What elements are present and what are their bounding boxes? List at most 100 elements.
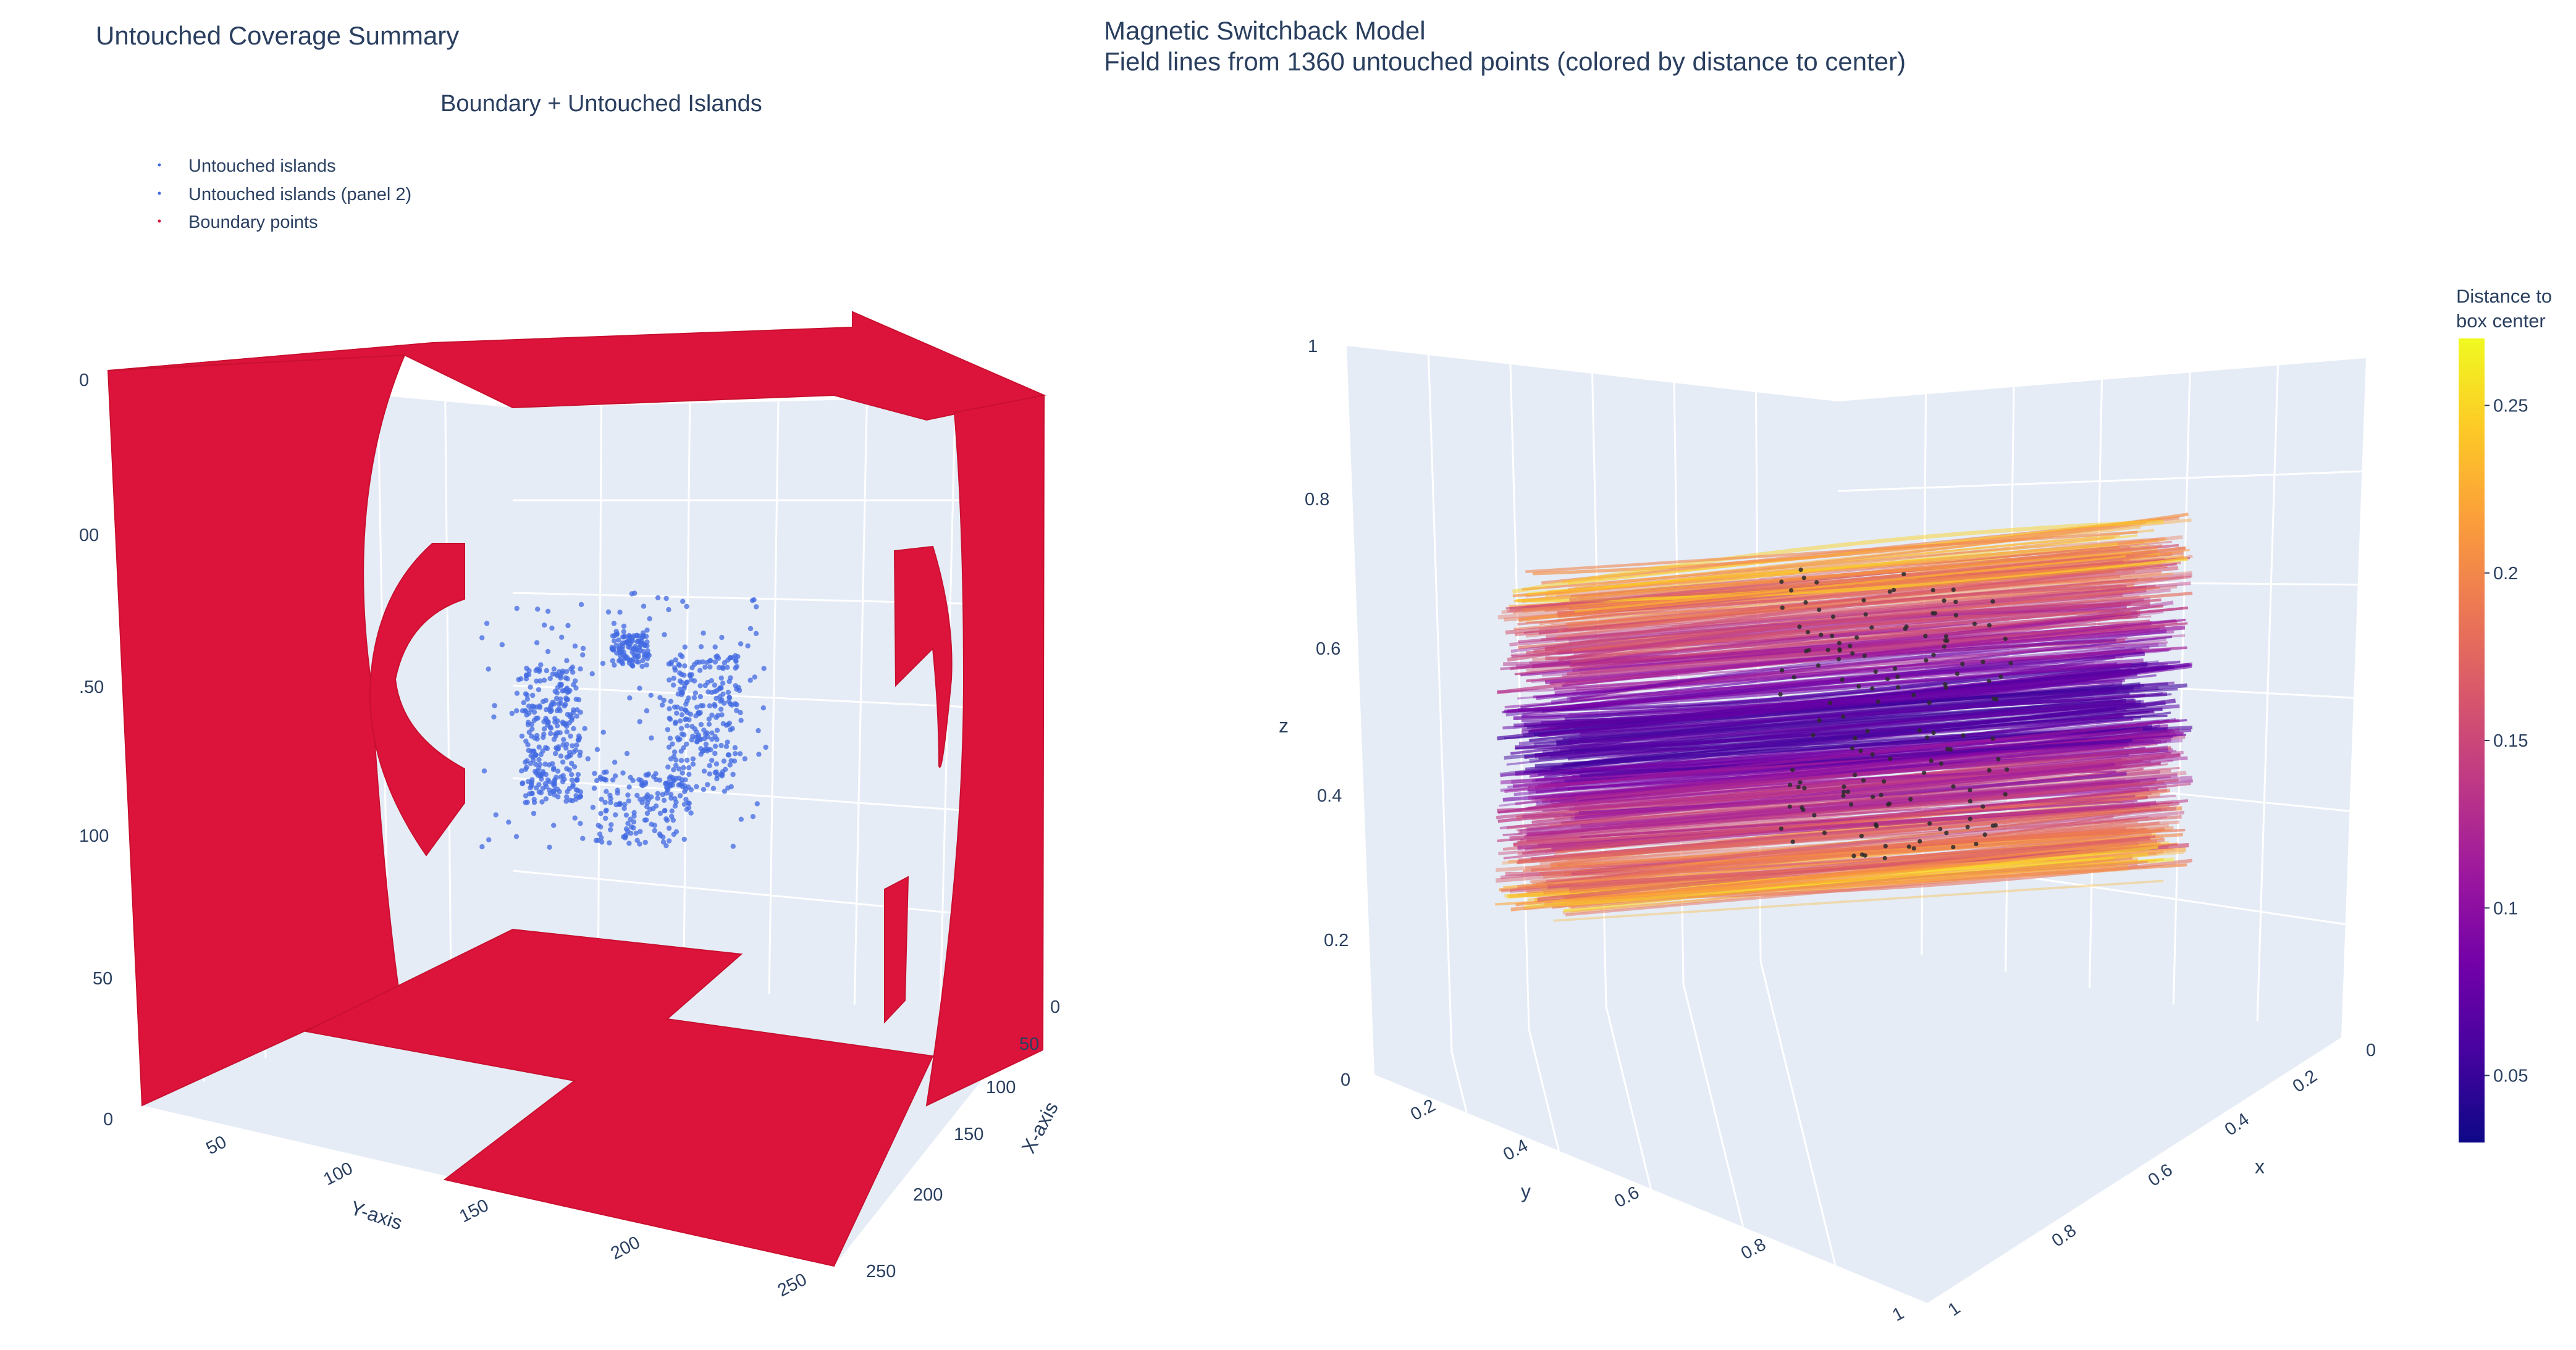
legend-label-untouched-panel2[interactable]: Untouched islands (panel 2) bbox=[188, 185, 411, 204]
field-line bbox=[1510, 841, 2121, 912]
left-y-tick: 200 bbox=[608, 1233, 644, 1264]
untouched-point-marker bbox=[1871, 794, 1875, 799]
untouched-points-markers[interactable] bbox=[1778, 568, 2013, 861]
legend-label-untouched[interactable]: Untouched islands bbox=[188, 156, 336, 176]
untouched-point bbox=[734, 708, 739, 713]
boundary-face-back bbox=[107, 354, 406, 1107]
untouched-point bbox=[541, 726, 547, 732]
untouched-point bbox=[638, 829, 643, 834]
field-line bbox=[1536, 629, 2167, 700]
untouched-point bbox=[564, 658, 570, 663]
right-x-tick: 0 bbox=[2366, 1041, 2376, 1060]
untouched-point bbox=[716, 665, 722, 671]
untouched-point bbox=[573, 685, 579, 691]
untouched-point-marker bbox=[1836, 656, 1842, 661]
untouched-point-marker bbox=[1901, 572, 1906, 577]
untouched-point bbox=[601, 769, 607, 776]
untouched-point bbox=[722, 700, 727, 706]
untouched-point bbox=[640, 658, 646, 664]
right-y-tick: 0.8 bbox=[1738, 1235, 1769, 1264]
untouched-point bbox=[570, 665, 576, 670]
untouched-point bbox=[703, 741, 709, 747]
untouched-point bbox=[612, 773, 618, 779]
untouched-point bbox=[560, 779, 566, 784]
untouched-point bbox=[572, 815, 578, 821]
untouched-point bbox=[648, 692, 654, 698]
untouched-point-marker bbox=[1801, 576, 1806, 581]
untouched-point bbox=[572, 678, 578, 684]
untouched-point bbox=[679, 731, 685, 737]
untouched-point-marker bbox=[1987, 623, 1992, 628]
untouched-point-marker bbox=[1830, 634, 1835, 639]
untouched-point bbox=[570, 715, 575, 721]
field-line bbox=[1516, 807, 2161, 865]
field-line bbox=[1552, 852, 2184, 904]
field-lines-series[interactable] bbox=[1495, 513, 2194, 922]
untouched-point bbox=[719, 634, 725, 640]
field-line bbox=[1548, 771, 2187, 829]
untouched-point bbox=[722, 660, 728, 666]
untouched-point-marker bbox=[1806, 648, 1811, 653]
untouched-point bbox=[692, 690, 699, 696]
untouched-point bbox=[545, 608, 551, 614]
left-x-tick: 50 bbox=[1019, 1034, 1039, 1054]
untouched-point bbox=[702, 736, 707, 742]
untouched-point bbox=[622, 802, 628, 807]
legend[interactable]: Untouched islands Untouched islands (pan… bbox=[158, 156, 412, 232]
untouched-point bbox=[673, 719, 678, 725]
untouched-point-marker bbox=[1895, 674, 1900, 679]
field-line bbox=[1575, 747, 2160, 800]
untouched-point bbox=[531, 704, 537, 710]
untouched-point bbox=[712, 769, 718, 776]
untouched-point-marker bbox=[1797, 624, 1802, 629]
untouched-point bbox=[754, 801, 760, 807]
boundary-points-series[interactable] bbox=[107, 311, 1046, 1267]
untouched-point bbox=[698, 644, 704, 650]
untouched-point bbox=[574, 713, 579, 719]
untouched-point bbox=[734, 702, 739, 708]
untouched-point bbox=[667, 736, 673, 741]
field-line bbox=[1579, 693, 2145, 736]
gridline bbox=[1428, 354, 1453, 1052]
untouched-point bbox=[641, 796, 647, 802]
untouched-point bbox=[718, 771, 724, 777]
untouched-point bbox=[721, 758, 727, 764]
untouched-point bbox=[720, 691, 726, 697]
untouched-point bbox=[575, 776, 580, 782]
untouched-point bbox=[565, 623, 571, 629]
field-line bbox=[1553, 879, 2164, 922]
untouched-point bbox=[686, 771, 692, 778]
untouched-point bbox=[701, 787, 707, 792]
untouched-point bbox=[550, 699, 556, 705]
untouched-point bbox=[694, 784, 699, 790]
untouched-point bbox=[707, 771, 713, 777]
untouched-point-marker bbox=[1853, 736, 1858, 740]
untouched-point bbox=[718, 706, 724, 712]
untouched-point bbox=[582, 726, 587, 731]
untouched-point bbox=[551, 736, 557, 742]
untouched-point bbox=[534, 732, 540, 739]
untouched-islands-series[interactable] bbox=[479, 590, 768, 850]
untouched-point bbox=[727, 655, 733, 661]
untouched-point bbox=[486, 666, 491, 672]
untouched-point bbox=[621, 629, 626, 634]
untouched-point bbox=[537, 761, 543, 768]
untouched-point bbox=[591, 786, 597, 791]
untouched-point bbox=[627, 695, 633, 701]
untouched-point-marker bbox=[1990, 599, 1995, 604]
legend-label-boundary[interactable]: Boundary points bbox=[188, 212, 318, 232]
field-line bbox=[1499, 762, 2161, 830]
untouched-point bbox=[676, 775, 682, 781]
untouched-point bbox=[571, 764, 578, 769]
untouched-point bbox=[684, 741, 689, 747]
untouched-point-marker bbox=[1951, 587, 1956, 592]
untouched-point bbox=[603, 808, 608, 814]
untouched-point bbox=[557, 789, 562, 795]
untouched-point-marker bbox=[1951, 784, 1956, 789]
gridline bbox=[1509, 364, 1530, 1029]
field-line bbox=[1537, 836, 2150, 902]
untouched-point bbox=[578, 602, 584, 608]
untouched-point bbox=[720, 721, 726, 727]
untouched-point-marker bbox=[1925, 735, 1930, 740]
untouched-point bbox=[642, 839, 648, 845]
